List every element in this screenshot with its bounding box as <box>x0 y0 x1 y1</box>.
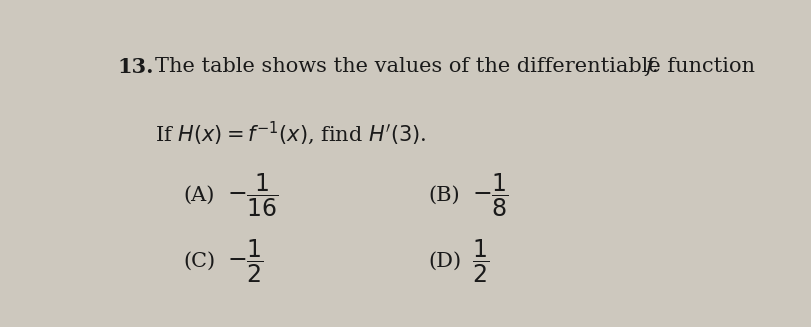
Text: $-\dfrac{1}{2}$: $-\dfrac{1}{2}$ <box>227 237 264 284</box>
Text: (D): (D) <box>428 251 461 270</box>
Text: If $H(x)=f^{-1}(x)$, find $H^{\prime}(3)$.: If $H(x)=f^{-1}(x)$, find $H^{\prime}(3)… <box>155 120 427 147</box>
Text: $-\dfrac{1}{16}$: $-\dfrac{1}{16}$ <box>227 172 279 219</box>
Text: $\dfrac{1}{2}$: $\dfrac{1}{2}$ <box>472 237 489 284</box>
Text: f.: f. <box>645 57 659 76</box>
Text: $-\dfrac{1}{8}$: $-\dfrac{1}{8}$ <box>472 172 509 219</box>
Text: (A): (A) <box>183 186 214 205</box>
Text: The table shows the values of the differentiable function: The table shows the values of the differ… <box>155 57 762 76</box>
Text: (C): (C) <box>183 251 215 270</box>
Text: 13.: 13. <box>117 57 153 77</box>
Text: (B): (B) <box>428 186 460 205</box>
